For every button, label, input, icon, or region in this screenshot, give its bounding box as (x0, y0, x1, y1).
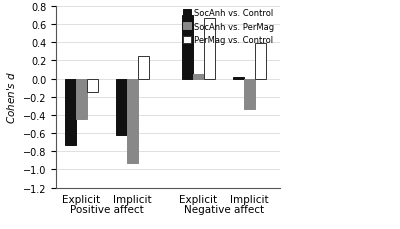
Y-axis label: Cohen's $d$: Cohen's $d$ (5, 71, 17, 124)
Bar (193, 75, 204, 79)
Bar (116, 79, 127, 135)
Bar (255, 44, 266, 79)
Bar (138, 57, 149, 79)
Bar (244, 79, 255, 109)
Bar (182, 16, 193, 79)
Bar (87, 79, 98, 93)
Legend: SocAnh vs. Control, SocAnh vs. PerMag, PerMag vs. Control: SocAnh vs. Control, SocAnh vs. PerMag, P… (182, 7, 276, 47)
Bar (76, 79, 87, 120)
Bar (204, 19, 215, 79)
Bar (127, 79, 138, 163)
Bar (65, 79, 76, 145)
Text: Negative affect: Negative affect (184, 204, 264, 214)
Bar (233, 77, 244, 79)
Text: Positive affect: Positive affect (70, 204, 144, 214)
